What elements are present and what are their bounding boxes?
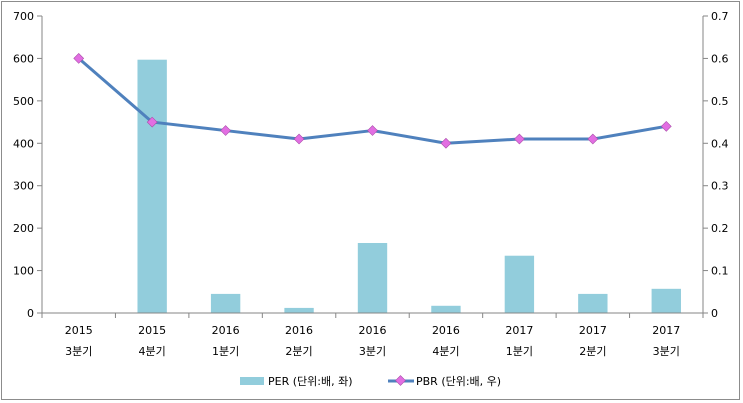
x-tick-label-quarter: 3분기 xyxy=(65,345,92,358)
pbr-point xyxy=(220,125,231,136)
left-tick-label: 0 xyxy=(27,307,34,320)
axes xyxy=(37,15,708,318)
legend-label-pbr: PBR (단위:배, 우) xyxy=(416,375,501,388)
legend: PER (단위:배, 좌) PBR (단위:배, 우) xyxy=(240,375,501,388)
x-tick-label-year: 2017 xyxy=(579,324,607,337)
x-tick-label-year: 2017 xyxy=(505,324,533,337)
left-tick-label: 500 xyxy=(13,95,34,108)
left-tick-label: 400 xyxy=(13,137,34,150)
per-bar xyxy=(284,307,314,313)
pbr-point xyxy=(146,116,158,128)
x-tick-label-year: 2015 xyxy=(65,324,93,337)
per-bar xyxy=(504,255,535,313)
per-bar xyxy=(357,242,388,313)
per-bar xyxy=(578,293,608,313)
per-bars xyxy=(137,59,681,313)
right-tick-label: 0 xyxy=(711,307,718,320)
right-tick-label: 0.7 xyxy=(711,10,729,23)
pbr-line xyxy=(73,53,672,149)
x-tick-label-quarter: 3분기 xyxy=(653,345,680,358)
left-tick-label: 700 xyxy=(13,10,34,23)
left-axis-ticks: 0 100 200 300 400 500 600 700 xyxy=(13,10,34,320)
x-tick-label-quarter: 4분기 xyxy=(139,345,166,358)
x-tick-label-quarter: 2분기 xyxy=(285,345,312,358)
per-bar xyxy=(431,305,461,313)
x-tick-label-year: 2017 xyxy=(652,324,680,337)
x-tick-label-quarter: 4분기 xyxy=(432,345,459,358)
x-tick-label-year: 2016 xyxy=(285,324,313,337)
per-bar xyxy=(137,59,167,313)
x-tick-label-quarter: 1분기 xyxy=(212,345,239,358)
x-tick-label-quarter: 1분기 xyxy=(506,345,533,358)
pbr-point xyxy=(660,120,672,132)
pbr-point xyxy=(440,137,452,149)
per-bar xyxy=(210,293,241,313)
right-axis-ticks: 0 0.1 0.2 0.3 0.4 0.5 0.6 0.7 xyxy=(711,10,729,320)
per-bar xyxy=(651,288,681,313)
x-tick-label-year: 2016 xyxy=(212,324,240,337)
left-tick-label: 600 xyxy=(13,52,34,65)
x-tick-label-quarter: 2분기 xyxy=(579,345,606,358)
right-tick-label: 0.1 xyxy=(711,265,729,278)
right-tick-label: 0.6 xyxy=(711,52,729,65)
pbr-point xyxy=(293,133,305,145)
pbr-point xyxy=(367,125,378,136)
pbr-point xyxy=(587,133,599,145)
right-tick-label: 0.5 xyxy=(711,95,729,108)
left-tick-label: 300 xyxy=(13,180,34,193)
x-tick-label-quarter: 3분기 xyxy=(359,345,386,358)
legend-label-per: PER (단위:배, 좌) xyxy=(268,375,353,388)
right-tick-label: 0.2 xyxy=(711,222,729,235)
right-tick-label: 0.4 xyxy=(711,137,729,150)
right-tick-label: 0.3 xyxy=(711,180,729,193)
legend-swatch-pbr-marker xyxy=(395,375,406,386)
pbr-point xyxy=(514,133,525,145)
left-tick-label: 200 xyxy=(13,222,34,235)
x-tick-label-year: 2015 xyxy=(138,324,166,337)
x-axis-ticks: 2015 3분기 2015 4분기 2016 1분기 2016 2분기 2016 3분기 2016 4… xyxy=(65,324,681,358)
x-tick-label-year: 2016 xyxy=(359,324,387,337)
left-tick-label: 100 xyxy=(13,265,34,278)
legend-swatch-per xyxy=(240,377,264,385)
x-tick-label-year: 2016 xyxy=(432,324,460,337)
pbr-point xyxy=(73,53,85,64)
